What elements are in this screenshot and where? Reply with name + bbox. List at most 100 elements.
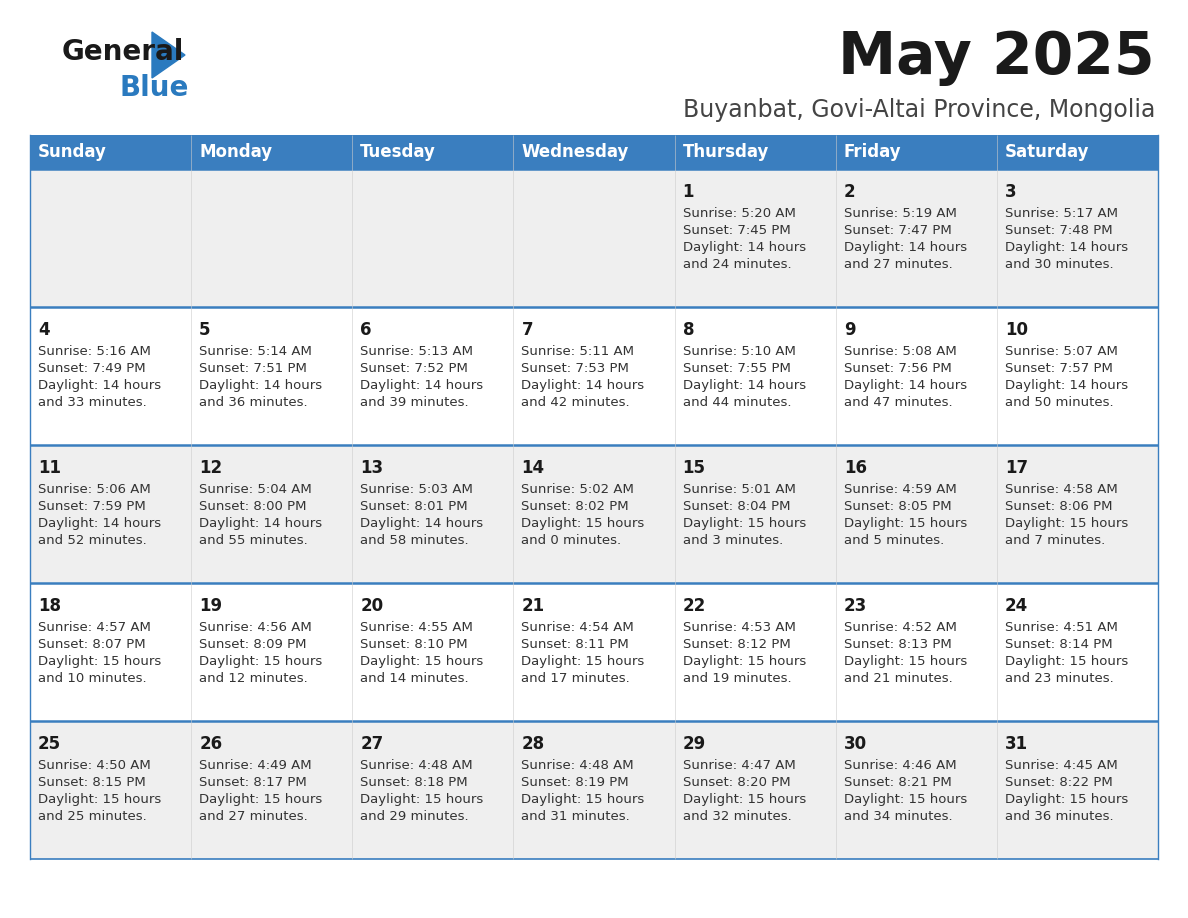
Text: Sunrise: 5:10 AM: Sunrise: 5:10 AM: [683, 345, 796, 358]
Text: Sunrise: 5:03 AM: Sunrise: 5:03 AM: [360, 483, 473, 496]
Text: 1: 1: [683, 183, 694, 201]
Text: Daylight: 15 hours: Daylight: 15 hours: [683, 517, 805, 530]
Bar: [353, 307, 513, 445]
Text: Sunset: 8:14 PM: Sunset: 8:14 PM: [1005, 638, 1112, 651]
Text: and 39 minutes.: and 39 minutes.: [360, 396, 469, 409]
Text: and 19 minutes.: and 19 minutes.: [683, 672, 791, 685]
Text: Sunrise: 5:17 AM: Sunrise: 5:17 AM: [1005, 207, 1118, 220]
Text: and 50 minutes.: and 50 minutes.: [1005, 396, 1113, 409]
Text: and 27 minutes.: and 27 minutes.: [843, 258, 953, 271]
Text: Sunset: 7:45 PM: Sunset: 7:45 PM: [683, 224, 790, 237]
Text: 26: 26: [200, 735, 222, 753]
Bar: [675, 135, 835, 169]
Bar: [513, 307, 675, 445]
Bar: [191, 445, 353, 583]
Text: Sunset: 7:56 PM: Sunset: 7:56 PM: [843, 362, 952, 375]
Bar: [675, 169, 835, 307]
Bar: [30, 307, 191, 445]
Text: Sunset: 8:13 PM: Sunset: 8:13 PM: [843, 638, 952, 651]
Text: Daylight: 15 hours: Daylight: 15 hours: [683, 793, 805, 806]
Text: Sunset: 8:05 PM: Sunset: 8:05 PM: [843, 500, 952, 513]
Text: Daylight: 15 hours: Daylight: 15 hours: [200, 793, 322, 806]
Text: Daylight: 14 hours: Daylight: 14 hours: [1005, 241, 1127, 254]
Text: Sunrise: 5:04 AM: Sunrise: 5:04 AM: [200, 483, 312, 496]
Text: Sunrise: 4:49 AM: Sunrise: 4:49 AM: [200, 759, 311, 772]
Text: Sunrise: 4:55 AM: Sunrise: 4:55 AM: [360, 621, 473, 634]
Text: 12: 12: [200, 459, 222, 477]
Bar: [997, 721, 1158, 859]
Text: and 17 minutes.: and 17 minutes.: [522, 672, 630, 685]
Text: 17: 17: [1005, 459, 1028, 477]
Text: and 21 minutes.: and 21 minutes.: [843, 672, 953, 685]
Text: Sunrise: 4:58 AM: Sunrise: 4:58 AM: [1005, 483, 1118, 496]
Text: and 29 minutes.: and 29 minutes.: [360, 810, 469, 823]
Text: and 47 minutes.: and 47 minutes.: [843, 396, 953, 409]
Text: 11: 11: [38, 459, 61, 477]
Text: 23: 23: [843, 597, 867, 615]
Text: Sunrise: 4:46 AM: Sunrise: 4:46 AM: [843, 759, 956, 772]
Text: Sunset: 7:49 PM: Sunset: 7:49 PM: [38, 362, 146, 375]
Text: and 44 minutes.: and 44 minutes.: [683, 396, 791, 409]
Text: Sunset: 8:12 PM: Sunset: 8:12 PM: [683, 638, 790, 651]
Text: Sunrise: 4:45 AM: Sunrise: 4:45 AM: [1005, 759, 1118, 772]
Text: 28: 28: [522, 735, 544, 753]
Text: Sunrise: 5:20 AM: Sunrise: 5:20 AM: [683, 207, 796, 220]
Text: Daylight: 14 hours: Daylight: 14 hours: [38, 517, 162, 530]
Text: 7: 7: [522, 321, 533, 339]
Bar: [997, 307, 1158, 445]
Text: 15: 15: [683, 459, 706, 477]
Text: Daylight: 15 hours: Daylight: 15 hours: [360, 655, 484, 668]
Text: Sunset: 8:07 PM: Sunset: 8:07 PM: [38, 638, 146, 651]
Text: Sunrise: 4:48 AM: Sunrise: 4:48 AM: [360, 759, 473, 772]
Text: Sunset: 8:01 PM: Sunset: 8:01 PM: [360, 500, 468, 513]
Text: Blue: Blue: [120, 74, 189, 102]
Text: and 52 minutes.: and 52 minutes.: [38, 534, 147, 547]
Text: Sunset: 8:20 PM: Sunset: 8:20 PM: [683, 776, 790, 789]
Text: 5: 5: [200, 321, 210, 339]
Text: Daylight: 15 hours: Daylight: 15 hours: [843, 655, 967, 668]
Text: and 0 minutes.: and 0 minutes.: [522, 534, 621, 547]
Text: Daylight: 15 hours: Daylight: 15 hours: [360, 793, 484, 806]
Text: Daylight: 15 hours: Daylight: 15 hours: [843, 793, 967, 806]
Bar: [675, 721, 835, 859]
Bar: [835, 169, 997, 307]
Text: General: General: [62, 38, 184, 66]
Polygon shape: [152, 32, 185, 78]
Text: Daylight: 15 hours: Daylight: 15 hours: [200, 655, 322, 668]
Bar: [675, 445, 835, 583]
Text: Sunrise: 5:01 AM: Sunrise: 5:01 AM: [683, 483, 796, 496]
Text: Sunrise: 4:47 AM: Sunrise: 4:47 AM: [683, 759, 795, 772]
Text: 3: 3: [1005, 183, 1017, 201]
Text: Sunset: 7:51 PM: Sunset: 7:51 PM: [200, 362, 307, 375]
Text: and 42 minutes.: and 42 minutes.: [522, 396, 630, 409]
Text: and 55 minutes.: and 55 minutes.: [200, 534, 308, 547]
Text: Friday: Friday: [843, 143, 902, 161]
Text: Sunrise: 4:52 AM: Sunrise: 4:52 AM: [843, 621, 956, 634]
Text: Sunrise: 4:57 AM: Sunrise: 4:57 AM: [38, 621, 151, 634]
Text: 31: 31: [1005, 735, 1028, 753]
Text: 27: 27: [360, 735, 384, 753]
Bar: [675, 583, 835, 721]
Bar: [191, 721, 353, 859]
Text: Sunrise: 4:59 AM: Sunrise: 4:59 AM: [843, 483, 956, 496]
Text: 14: 14: [522, 459, 544, 477]
Text: Sunset: 7:55 PM: Sunset: 7:55 PM: [683, 362, 790, 375]
Text: Sunset: 7:57 PM: Sunset: 7:57 PM: [1005, 362, 1113, 375]
Bar: [513, 445, 675, 583]
Text: 22: 22: [683, 597, 706, 615]
Text: Daylight: 14 hours: Daylight: 14 hours: [200, 379, 322, 392]
Text: Sunrise: 5:14 AM: Sunrise: 5:14 AM: [200, 345, 312, 358]
Text: Daylight: 15 hours: Daylight: 15 hours: [38, 793, 162, 806]
Text: Sunset: 8:04 PM: Sunset: 8:04 PM: [683, 500, 790, 513]
Text: Sunset: 8:09 PM: Sunset: 8:09 PM: [200, 638, 307, 651]
Text: Sunrise: 4:48 AM: Sunrise: 4:48 AM: [522, 759, 634, 772]
Text: Buyanbat, Govi-Altai Province, Mongolia: Buyanbat, Govi-Altai Province, Mongolia: [683, 98, 1155, 122]
Bar: [353, 169, 513, 307]
Text: Sunrise: 4:53 AM: Sunrise: 4:53 AM: [683, 621, 796, 634]
Bar: [191, 583, 353, 721]
Text: 21: 21: [522, 597, 544, 615]
Text: and 36 minutes.: and 36 minutes.: [200, 396, 308, 409]
Text: and 32 minutes.: and 32 minutes.: [683, 810, 791, 823]
Bar: [997, 135, 1158, 169]
Text: Sunrise: 4:51 AM: Sunrise: 4:51 AM: [1005, 621, 1118, 634]
